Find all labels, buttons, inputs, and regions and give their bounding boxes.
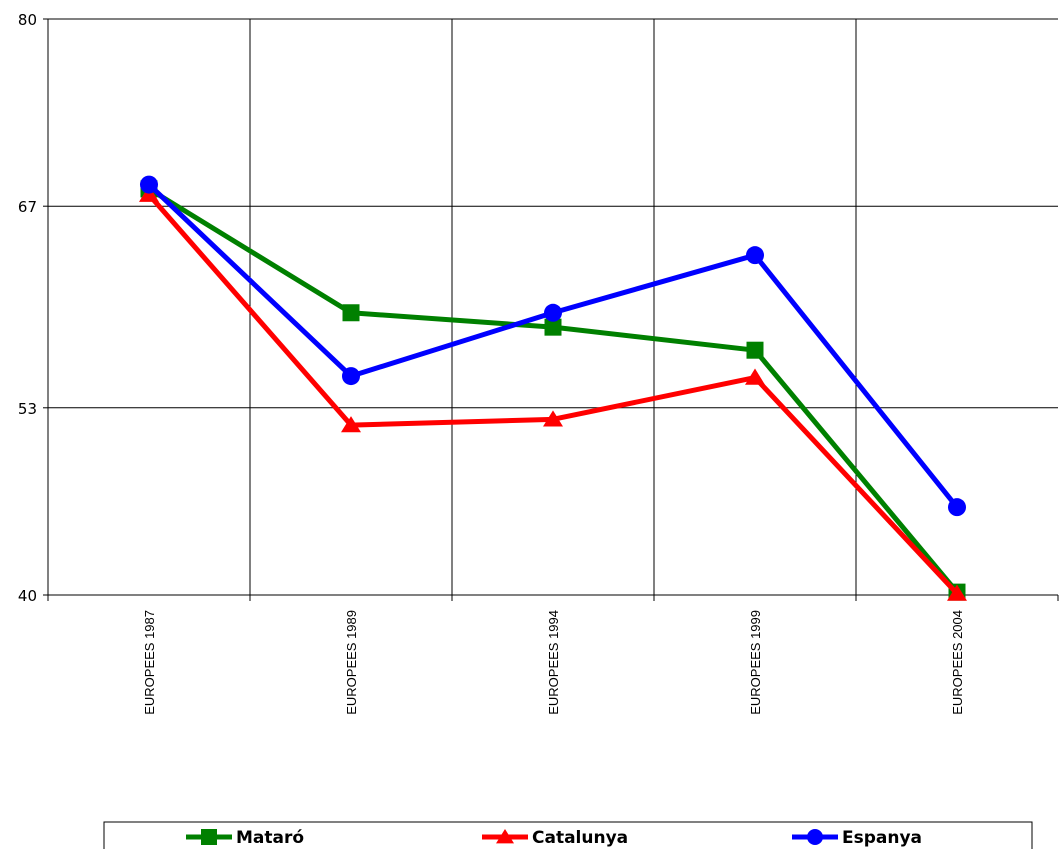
- data-point-3-5: [948, 498, 966, 517]
- legend-box: [103, 821, 1033, 849]
- data-point-3-4: [746, 246, 764, 265]
- y-tick-label: 80: [18, 11, 37, 29]
- y-tick-label: 40: [18, 587, 37, 605]
- legend-label-1: Mataró: [236, 828, 304, 848]
- x-tick-label: EUROPEES 1994: [546, 610, 561, 715]
- axes: [43, 18, 1059, 601]
- data-point-2-5: [947, 584, 967, 601]
- legend-label-3: Espanya: [842, 828, 922, 848]
- data-point-3-1: [140, 175, 158, 194]
- x-tick-label: EUROPEES 1987: [142, 610, 157, 715]
- series-line-3: [146, 182, 960, 510]
- data-point-2-4: [745, 368, 765, 385]
- x-tick-label: EUROPEES 1999: [748, 610, 763, 715]
- data-point-2-3: [543, 410, 563, 427]
- legend-marker-2: [496, 829, 514, 844]
- x-tick-label: EUROPEES 2004: [950, 610, 965, 715]
- data-point-1-2: [342, 304, 360, 322]
- legend-label-2: Catalunya: [532, 828, 628, 848]
- series-line-2: [146, 192, 960, 597]
- data-point-3-2: [342, 367, 360, 386]
- legend: Mataró Catalunya Espanya: [103, 821, 1033, 849]
- y-tick-label: 53: [18, 400, 37, 418]
- series-group: [139, 175, 967, 601]
- legend-marker-3: [807, 829, 823, 845]
- x-tick-label: EUROPEES 1989: [344, 610, 359, 715]
- x-axis-ticks: EUROPEES 1987 EUROPEES 1989 EUROPEES 1994 E…: [142, 610, 965, 715]
- data-point-2-2: [341, 416, 361, 433]
- legend-marker-1: [201, 829, 217, 845]
- y-tick-label: 67: [18, 198, 37, 216]
- y-axis-ticks: 80 67 53 40: [18, 11, 37, 605]
- data-point-2-1: [139, 185, 159, 202]
- data-point-3-3: [544, 303, 562, 322]
- data-point-1-3: [544, 318, 562, 336]
- series-line-1: [146, 186, 960, 595]
- data-point-1-4: [746, 341, 764, 359]
